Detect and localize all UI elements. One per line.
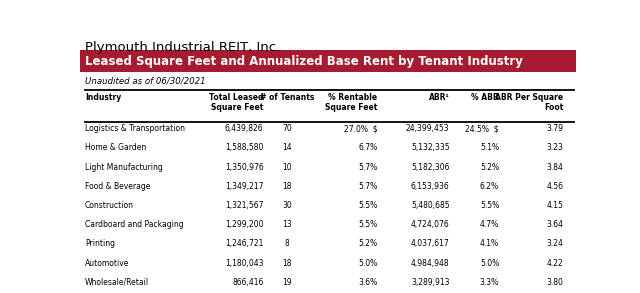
Text: 1,321,567: 1,321,567: [225, 201, 264, 210]
Text: Unaudited as of 06/30/2021: Unaudited as of 06/30/2021: [85, 77, 205, 86]
Text: 30: 30: [282, 201, 292, 210]
Text: ABR Per Square
Foot: ABR Per Square Foot: [495, 93, 564, 112]
Text: 14: 14: [282, 144, 292, 152]
Text: 4,037,617: 4,037,617: [411, 239, 449, 248]
Text: Logistics & Transportation: Logistics & Transportation: [85, 124, 185, 133]
Text: 5.0%: 5.0%: [358, 258, 378, 268]
Text: ABR¹: ABR¹: [429, 93, 449, 102]
Text: 3.79: 3.79: [547, 124, 564, 133]
Text: % ABR: % ABR: [472, 93, 499, 102]
Text: 4.15: 4.15: [547, 201, 564, 210]
Text: 6,153,936: 6,153,936: [411, 182, 449, 191]
Text: Cardboard and Packaging: Cardboard and Packaging: [85, 220, 184, 229]
Text: 3.64: 3.64: [547, 220, 564, 229]
Text: 5.1%: 5.1%: [480, 144, 499, 152]
Text: 1,299,200: 1,299,200: [225, 220, 264, 229]
Text: 8: 8: [285, 239, 289, 248]
Text: Wholesale/Retail: Wholesale/Retail: [85, 278, 149, 287]
Text: 24,399,453: 24,399,453: [406, 124, 449, 133]
Text: 1,349,217: 1,349,217: [225, 182, 264, 191]
Bar: [80, 50, 576, 72]
Text: 6,439,826: 6,439,826: [225, 124, 264, 133]
Text: 3.80: 3.80: [547, 278, 564, 287]
Text: 4.7%: 4.7%: [480, 220, 499, 229]
Text: 3.84: 3.84: [547, 163, 564, 172]
Text: Home & Garden: Home & Garden: [85, 144, 146, 152]
Text: Leased Square Feet and Annualized Base Rent by Tenant Industry: Leased Square Feet and Annualized Base R…: [85, 54, 523, 68]
Text: 6.7%: 6.7%: [358, 144, 378, 152]
Text: Total Leased
Square Feet: Total Leased Square Feet: [209, 93, 264, 112]
Text: 5.7%: 5.7%: [358, 163, 378, 172]
Text: Plymouth Industrial REIT, Inc.: Plymouth Industrial REIT, Inc.: [85, 41, 280, 54]
Text: 27.0%  $: 27.0% $: [344, 124, 378, 133]
Text: Automotive: Automotive: [85, 258, 129, 268]
Text: 18: 18: [282, 182, 292, 191]
Text: 70: 70: [282, 124, 292, 133]
Text: 3.24: 3.24: [547, 239, 564, 248]
Text: 3.23: 3.23: [547, 144, 564, 152]
Text: 3.6%: 3.6%: [358, 278, 378, 287]
Text: 4.56: 4.56: [547, 182, 564, 191]
Text: 1,588,580: 1,588,580: [225, 144, 264, 152]
Text: 5.2%: 5.2%: [480, 163, 499, 172]
Text: 5.2%: 5.2%: [358, 239, 378, 248]
Text: Light Manufacturing: Light Manufacturing: [85, 163, 163, 172]
Text: 13: 13: [282, 220, 292, 229]
Text: # of Tenants: # of Tenants: [260, 93, 314, 102]
Text: Printing: Printing: [85, 239, 115, 248]
Text: 1,350,976: 1,350,976: [225, 163, 264, 172]
Text: 5,132,335: 5,132,335: [411, 144, 449, 152]
Text: 3,289,913: 3,289,913: [411, 278, 449, 287]
Text: 1,180,043: 1,180,043: [225, 258, 264, 268]
Text: 5.5%: 5.5%: [358, 201, 378, 210]
Text: 18: 18: [282, 258, 292, 268]
Text: Industry: Industry: [85, 93, 121, 102]
Text: 5.7%: 5.7%: [358, 182, 378, 191]
Text: 4,724,076: 4,724,076: [411, 220, 449, 229]
Text: 866,416: 866,416: [232, 278, 264, 287]
Text: 5.5%: 5.5%: [358, 220, 378, 229]
Text: 5,182,306: 5,182,306: [411, 163, 449, 172]
Text: Construction: Construction: [85, 201, 134, 210]
Text: 4.1%: 4.1%: [480, 239, 499, 248]
Text: 24.5%  $: 24.5% $: [465, 124, 499, 133]
Text: 6.2%: 6.2%: [480, 182, 499, 191]
Text: 19: 19: [282, 278, 292, 287]
Text: 5,480,685: 5,480,685: [411, 201, 449, 210]
Text: 4.22: 4.22: [547, 258, 564, 268]
Text: 3.3%: 3.3%: [480, 278, 499, 287]
Text: 5.5%: 5.5%: [480, 201, 499, 210]
Text: 10: 10: [282, 163, 292, 172]
Text: 4,984,948: 4,984,948: [411, 258, 449, 268]
Text: Food & Beverage: Food & Beverage: [85, 182, 150, 191]
Text: 5.0%: 5.0%: [480, 258, 499, 268]
Text: % Rentable
Square Feet: % Rentable Square Feet: [325, 93, 378, 112]
Text: 1,246,721: 1,246,721: [225, 239, 264, 248]
